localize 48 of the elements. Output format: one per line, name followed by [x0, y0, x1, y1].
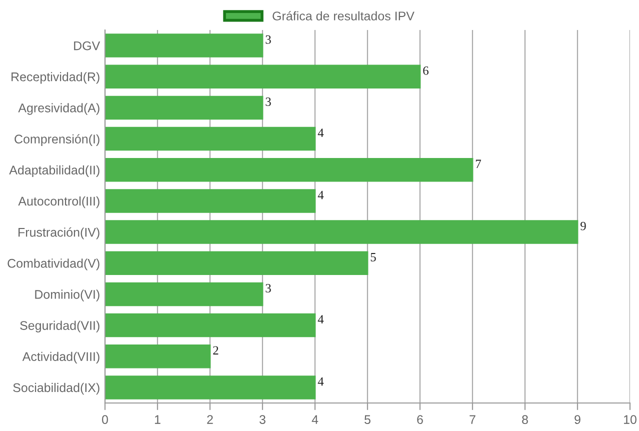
bar [105, 34, 264, 58]
bar [105, 344, 211, 368]
x-tick-label: 0 [102, 415, 108, 424]
x-tick-label: 6 [417, 415, 423, 424]
bar [105, 158, 474, 182]
data-label: 4 [318, 190, 324, 200]
y-tick-label: Actividad(VIII) [22, 352, 100, 364]
x-tick-label: 1 [154, 415, 160, 424]
x-tick-label: 3 [260, 415, 266, 424]
data-label: 6 [423, 66, 428, 75]
y-tick-label: Adaptabilidad(II) [9, 165, 100, 177]
data-label: 3 [266, 98, 271, 106]
bar [105, 189, 316, 213]
y-tick-label: Autocontrol(III) [18, 196, 100, 208]
y-tick-label: DGV [74, 41, 100, 50]
bar [105, 251, 368, 276]
bar [105, 96, 264, 120]
x-tick-label: 8 [522, 415, 528, 424]
bar [105, 313, 316, 338]
data-label: 4 [318, 315, 324, 324]
y-tick-label: Combatividad(V) [8, 258, 100, 270]
y-tick-label: Dominio(VI) [35, 290, 100, 302]
y-tick-label: Frustración(IV) [18, 227, 100, 240]
data-label: 3 [266, 35, 271, 44]
y-tick-label: Agresividad(A) [18, 103, 100, 115]
y-tick-label: Seguridad(VII) [20, 320, 100, 332]
bar [105, 126, 316, 151]
data-label: 9 [580, 222, 586, 230]
x-tick-label: 9 [574, 415, 580, 424]
y-tick-label: Receptividad(R) [12, 72, 100, 84]
data-label: 4 [318, 377, 324, 386]
y-tick-label: Sociabilidad(IX) [13, 382, 100, 395]
data-label: 7 [476, 160, 482, 168]
bar [105, 64, 421, 89]
x-tick-label: 7 [470, 415, 476, 424]
x-tick-label: 10 [624, 415, 636, 424]
bar [105, 220, 578, 244]
legend-label: Gráfica de resultados IPV [272, 11, 414, 20]
x-tick-label: 2 [207, 415, 213, 424]
data-label: 4 [318, 128, 324, 137]
data-label: 5 [370, 253, 376, 262]
data-label: 3 [266, 284, 271, 292]
bar [105, 282, 264, 306]
x-tick-label: 4 [312, 415, 318, 424]
y-tick-label: Comprensión(I) [14, 134, 100, 146]
data-label: 2 [213, 346, 218, 354]
x-tick-label: 5 [364, 415, 370, 424]
bar [105, 376, 316, 400]
